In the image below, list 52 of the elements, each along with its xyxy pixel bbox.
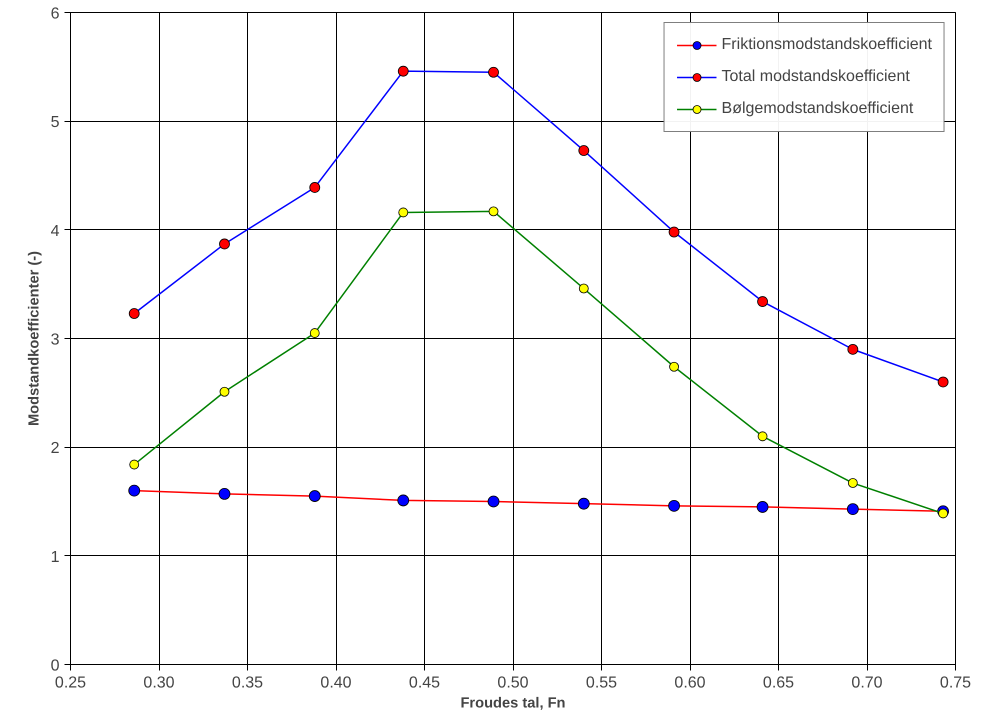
point — [668, 500, 680, 512]
y-tick-label: 2 — [50, 440, 60, 458]
point — [309, 182, 320, 193]
x-tick-label: 0.40 — [320, 674, 352, 692]
legend-label: Total modstandskoefficient — [722, 68, 910, 86]
y-tick-label: 6 — [50, 6, 60, 22]
point — [310, 328, 320, 338]
x-axis-title: Froudes tal, Fn — [460, 696, 566, 712]
x-tick-label: 0.35 — [232, 674, 264, 692]
point — [756, 501, 768, 513]
legend-label: Friktionsmodstandskoefficient — [722, 36, 932, 54]
point — [129, 460, 140, 470]
point — [938, 376, 949, 388]
point — [128, 308, 140, 319]
point — [938, 508, 948, 518]
point — [308, 490, 321, 502]
y-tick-label: 0 — [50, 658, 60, 674]
x-tick-label: 0.75 — [940, 674, 972, 692]
point — [578, 145, 590, 156]
y-tick-label: 4 — [50, 222, 60, 240]
point — [669, 362, 679, 372]
y-tick-label: 1 — [50, 548, 60, 566]
point — [128, 484, 140, 497]
x-tick-label: 0.65 — [762, 674, 794, 692]
point — [846, 503, 859, 515]
x-tick-label: 0.30 — [143, 674, 175, 692]
point — [758, 431, 768, 442]
point — [668, 226, 680, 238]
point — [578, 284, 589, 294]
point — [398, 208, 408, 218]
y-tick-label: 3 — [50, 332, 60, 348]
point — [757, 296, 768, 307]
point — [578, 498, 590, 510]
x-tick-label: 0.60 — [674, 674, 706, 692]
point — [488, 496, 500, 508]
point — [220, 386, 230, 397]
legend-label: Bølgemodstandskoefficient — [722, 100, 914, 118]
y-tick-label: 5 — [50, 114, 60, 132]
point — [219, 238, 230, 250]
point — [488, 66, 499, 78]
y-axis-title: Modstandkoefficienter (-) — [26, 250, 43, 426]
point — [847, 344, 858, 355]
point — [398, 66, 409, 77]
x-tick-label: 0.55 — [586, 674, 618, 692]
x-tick-label: 0.45 — [408, 674, 440, 692]
point — [488, 206, 498, 216]
x-tick-label: 0.50 — [497, 674, 529, 692]
x-tick-label: 0.70 — [851, 674, 883, 692]
point — [848, 478, 858, 488]
point — [218, 488, 230, 500]
x-tick-label: 0.25 — [54, 674, 86, 692]
point — [397, 494, 410, 506]
